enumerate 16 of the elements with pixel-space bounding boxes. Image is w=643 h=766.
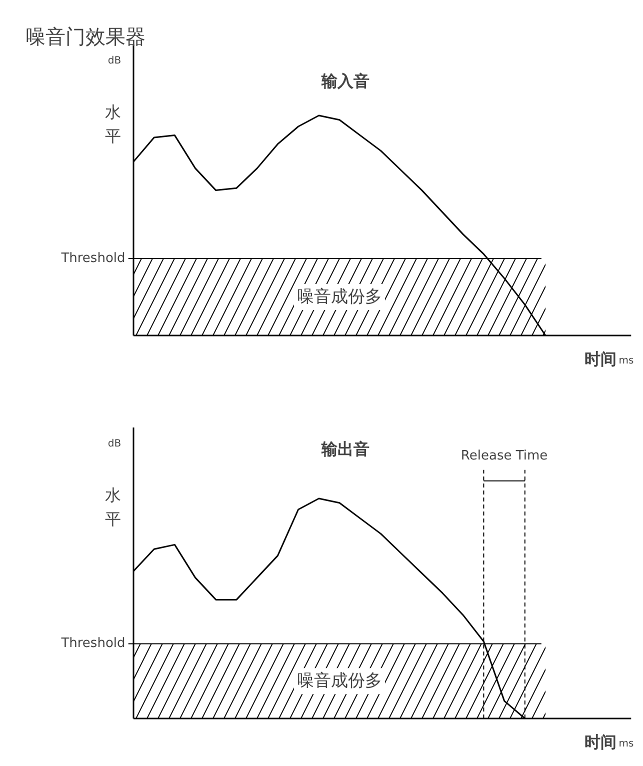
ref-line-label: Threshold xyxy=(60,251,126,266)
text: dB xyxy=(108,438,122,450)
chart-subtitle: 输入音 xyxy=(320,72,370,90)
chart-title: 噪音门效果器 xyxy=(26,24,146,48)
text: dB xyxy=(108,56,122,66)
text: Release Time xyxy=(460,448,548,464)
text: ms xyxy=(618,355,634,366)
x-axis-title: 时间 xyxy=(584,732,617,752)
text: ms xyxy=(618,738,634,750)
y-axis-title: 水平 xyxy=(105,102,122,146)
band-label: 噪音成份多 xyxy=(297,671,382,692)
ref-line-label: Threshold xyxy=(60,636,126,652)
y-axis-title: 水平 xyxy=(105,486,122,529)
x-axis-title: 时间 xyxy=(584,350,617,368)
band-label: 噪音成份多 xyxy=(297,287,382,307)
chart-title: 输出音 xyxy=(320,440,370,458)
